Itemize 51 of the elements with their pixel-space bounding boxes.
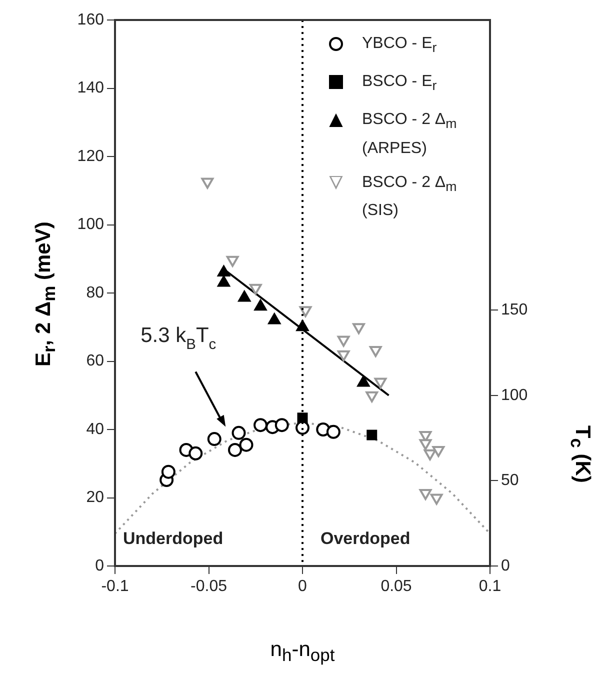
point xyxy=(337,336,350,347)
y-tick-label: 80 xyxy=(86,284,104,302)
point xyxy=(430,494,443,505)
y2-tick-label: 100 xyxy=(501,386,528,404)
point xyxy=(374,378,387,389)
point xyxy=(161,464,176,479)
point xyxy=(296,420,310,435)
text: BSCO - 2 Δ$_{m}$ (SIS) xyxy=(362,174,457,219)
y-tick-label: 40 xyxy=(86,420,104,438)
y2-tick-label: 50 xyxy=(501,472,519,490)
point xyxy=(232,426,246,440)
point xyxy=(337,350,350,362)
y-tick-label: 100 xyxy=(77,216,104,234)
y-tick-label: 140 xyxy=(77,80,104,97)
y2-tick-label: 150 xyxy=(501,301,528,318)
point xyxy=(201,178,214,189)
x-axis-title: n$_{h}$-n$_{opt}$ xyxy=(269,638,336,666)
y-tick-label: 20 xyxy=(86,489,104,506)
legend-label: YBCO - E$_{r}$ xyxy=(362,34,438,58)
x-tick-label: -0.1 xyxy=(101,578,129,596)
x-tick-label: 0 xyxy=(298,578,308,596)
point xyxy=(207,432,222,446)
point xyxy=(226,256,239,267)
point xyxy=(326,424,340,439)
x-tick-label: 0.05 xyxy=(380,578,412,596)
y2-tick-label: 0 xyxy=(501,557,510,574)
point xyxy=(299,306,312,318)
point xyxy=(239,438,254,452)
point xyxy=(369,346,382,357)
point xyxy=(274,418,289,432)
y-tick-label: 160 xyxy=(77,11,104,28)
point xyxy=(254,418,268,432)
point xyxy=(419,439,432,450)
x-tick-label: -0.05 xyxy=(190,578,228,596)
x-tick-label: 0.1 xyxy=(478,578,502,596)
point xyxy=(432,446,445,457)
point xyxy=(366,430,378,440)
y-tick-label: 120 xyxy=(77,148,104,165)
point xyxy=(188,446,203,460)
annotation: Underdoped xyxy=(123,529,224,548)
legend-label: BSCO - E$_{r}$ xyxy=(362,72,438,96)
point xyxy=(366,391,378,402)
annotation: Overdoped xyxy=(320,529,410,548)
point xyxy=(249,284,262,295)
y-tick-label: 0 xyxy=(95,557,104,574)
y-tick-label: 60 xyxy=(86,352,104,370)
point xyxy=(352,323,365,334)
point xyxy=(419,488,432,500)
text: BSCO - 2 Δ$_{m}$ (ARPES) xyxy=(362,111,457,157)
point xyxy=(424,449,436,460)
point xyxy=(228,442,242,457)
